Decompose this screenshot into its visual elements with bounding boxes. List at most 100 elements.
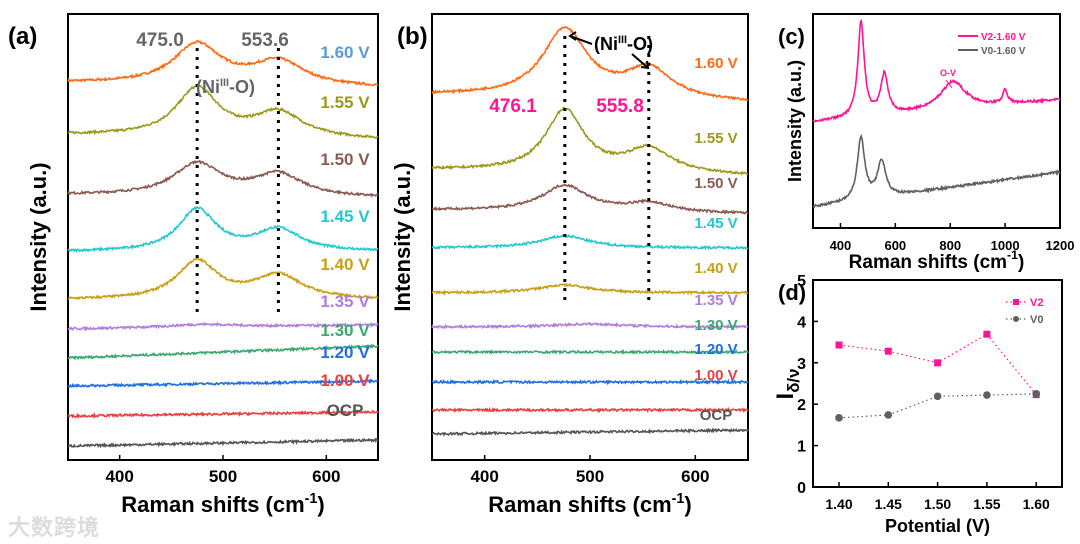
spectrum-1.35V: [67, 321, 379, 332]
y-tick-label: 5: [797, 273, 806, 290]
y-axis-label: Intensity (a.u.): [785, 60, 805, 182]
series-label: 1.55 V: [694, 130, 737, 147]
watermark: 大数跨境: [8, 515, 101, 540]
y-tick-label: 4: [797, 314, 806, 331]
x-axis-label: Raman shifts (cm-1): [849, 248, 1025, 273]
spectrum-1.50V: [67, 159, 379, 199]
data-point-V2: [983, 330, 991, 338]
data-point-V0: [1032, 390, 1040, 398]
peak-label: 553.6: [241, 30, 289, 51]
x-tick-label: 400: [470, 467, 498, 486]
spectrum-1.45V: [67, 206, 379, 253]
spectrum-OCP: [431, 427, 749, 437]
series-label: 1.50 V: [320, 150, 370, 169]
spectrum-1.45V: [431, 233, 749, 251]
series-label: 1.00 V: [694, 367, 737, 384]
series-label: 1.60 V: [320, 43, 370, 62]
x-tick-label: 1.60: [1023, 496, 1050, 512]
panel-label-d: (d): [778, 280, 806, 305]
x-tick-label: 1.45: [875, 496, 902, 512]
series-label: 1.00 V: [320, 371, 370, 390]
spectrum-OCP: [67, 437, 379, 449]
series-label: 1.40 V: [694, 260, 737, 277]
x-axis-label: Raman shifts (cm-1): [488, 491, 691, 517]
data-point-V0: [884, 411, 893, 419]
series-label: OCP: [327, 401, 364, 420]
spectrum-V2-1.60V: [812, 18, 1061, 123]
panel-label-a: (a): [8, 23, 37, 50]
nio-annotation: (NiIII-O): [196, 77, 255, 97]
legend-label: V0: [1030, 314, 1043, 326]
plot-frame: [431, 13, 749, 461]
x-tick-label: 800: [939, 238, 961, 253]
peak-label: 476.1: [489, 96, 537, 117]
spectrum-1.55V: [431, 105, 749, 176]
arrow-icon: [631, 53, 650, 70]
series-label: 1.55 V: [320, 93, 370, 112]
series-label: 1.40 V: [320, 255, 370, 274]
y-axis-label: Intensity (a.u.): [26, 162, 51, 311]
spectrum-1.00V: [67, 409, 379, 419]
x-tick-label: 1200: [1046, 238, 1075, 253]
legend-marker: [1013, 299, 1019, 305]
x-tick-label: 400: [830, 238, 852, 253]
spectrum-1.40V: [431, 282, 749, 296]
series-label: 1.60 V: [694, 55, 737, 72]
legend-label: V2-1.60 V: [981, 32, 1026, 43]
y-axis-label: Iδ/ν: [772, 369, 803, 400]
series-line-V0: [838, 393, 1037, 419]
series-label: 1.20 V: [694, 341, 737, 358]
series-label: 1.45 V: [694, 215, 737, 232]
spectrum-1.60V: [431, 26, 749, 102]
series-label: 1.50 V: [694, 175, 737, 192]
x-tick-label: 400: [105, 467, 133, 486]
x-tick-label: 500: [576, 467, 604, 486]
data-point-V2: [835, 341, 843, 349]
x-axis-label: Potential (V): [885, 516, 990, 536]
spectrum-V0-1.60V: [812, 133, 1061, 209]
spectrum-1.20V: [431, 378, 749, 386]
legend-label: V2: [1030, 297, 1043, 309]
y-axis-label: Intensity (a.u.): [390, 162, 415, 311]
panel-label-c: (c): [778, 24, 805, 49]
data-point-V0: [835, 414, 843, 422]
panel-label-b: (b): [397, 23, 428, 50]
spectrum-1.50V: [431, 183, 749, 215]
data-point-V2: [934, 359, 942, 367]
series-label: 1.20 V: [320, 343, 370, 362]
x-tick-label: 1000: [991, 238, 1020, 253]
y-tick-label: 0: [797, 480, 806, 497]
data-point-V0: [933, 392, 942, 401]
arrow-icon: [568, 31, 593, 45]
x-axis-label: Raman shifts (cm-1): [121, 491, 324, 517]
series-label: 1.35 V: [694, 292, 737, 309]
spectrum-1.55V: [67, 84, 378, 139]
series-label: 1.35 V: [320, 292, 370, 311]
spectrum-1.20V: [67, 377, 379, 389]
spectrum-1.40V: [67, 257, 379, 301]
peak-label: 555.8: [596, 96, 644, 117]
data-point-V2: [884, 347, 892, 355]
x-tick-label: 1.55: [973, 496, 1000, 512]
x-tick-label: 600: [884, 238, 906, 253]
spectrum-1.30V: [431, 348, 749, 356]
legend-label: V0-1.60 V: [981, 46, 1026, 57]
x-tick-label: 600: [312, 467, 340, 486]
series-label: 1.30 V: [320, 321, 370, 340]
x-tick-label: 500: [209, 467, 237, 486]
y-tick-label: 2: [797, 397, 806, 414]
series-label: OCP: [700, 407, 733, 424]
y-tick-label: 3: [797, 356, 806, 373]
series-label: 1.45 V: [320, 207, 370, 226]
arrow-icon: [945, 79, 953, 89]
nio-annotation: (NiIII-O): [594, 34, 653, 54]
peak-label: 475.0: [136, 30, 184, 51]
x-tick-label: 1.50: [924, 496, 951, 512]
x-tick-label: 600: [681, 467, 709, 486]
legend-marker: [1013, 316, 1019, 322]
spectrum-1.30V: [67, 343, 379, 361]
x-tick-label: 1.40: [825, 496, 852, 512]
spectrum-1.60V: [67, 40, 379, 87]
annotation-ov: O-V: [940, 68, 956, 78]
